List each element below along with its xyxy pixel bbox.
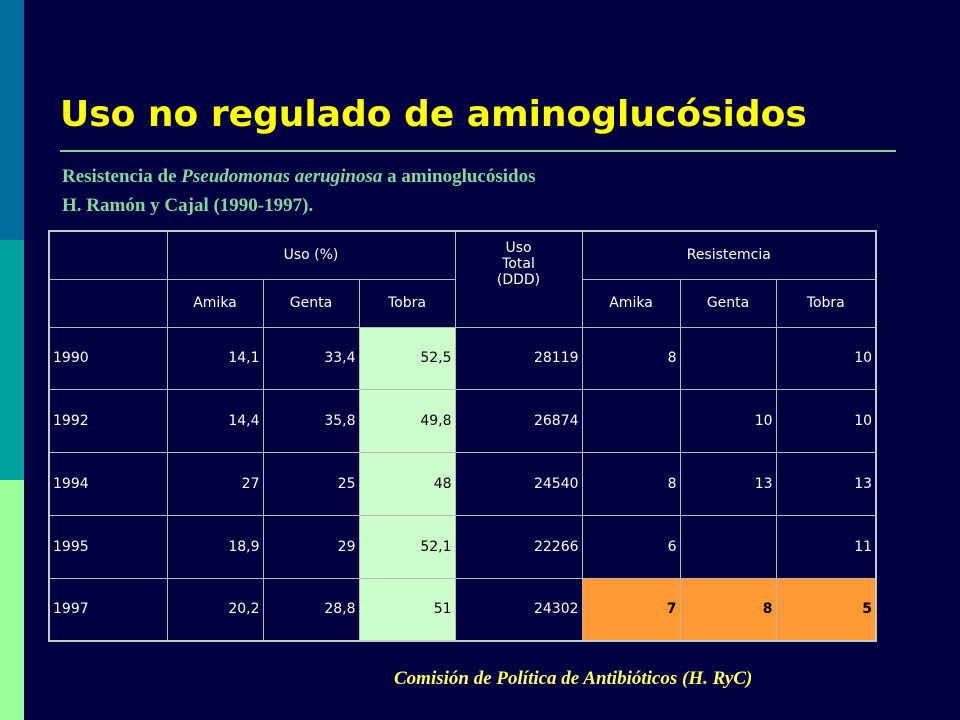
cell-uso-genta: 33,4 bbox=[262, 326, 360, 391]
cell-uso-genta: 29 bbox=[262, 514, 360, 579]
header-row-drugs: Amika Genta Tobra Amika Genta Tobra bbox=[48, 278, 877, 328]
cell-res-tobra: 13 bbox=[775, 452, 877, 516]
header-res-tobra: Tobra bbox=[775, 278, 877, 328]
header-uso-total-line-1: Uso bbox=[505, 240, 532, 256]
cell-res-amika bbox=[581, 389, 681, 454]
header-empty-cell bbox=[48, 278, 168, 328]
slide-title: Uso no regulado de aminoglucósidos bbox=[60, 94, 807, 135]
cell-uso-tobra: 49,8 bbox=[358, 389, 456, 454]
cell-total-ddd: 24540 bbox=[454, 452, 583, 516]
table-row: 1994 27 25 48 24540 8 13 13 bbox=[48, 452, 877, 516]
cell-uso-tobra: 51 bbox=[358, 577, 456, 642]
header-uso-genta: Genta bbox=[262, 278, 360, 328]
cell-res-amika: 7 bbox=[581, 577, 681, 642]
cell-uso-amika: 18,9 bbox=[166, 514, 264, 579]
header-res-genta: Genta bbox=[679, 278, 777, 328]
cell-uso-amika: 14,1 bbox=[166, 326, 264, 391]
cell-uso-tobra: 52,1 bbox=[358, 514, 456, 579]
accent-strip-bottom bbox=[0, 480, 24, 720]
header-uso-amika: Amika bbox=[166, 278, 264, 328]
header-uso-total-line-3: (DDD) bbox=[496, 272, 541, 288]
cell-res-amika: 8 bbox=[581, 452, 681, 516]
header-resistencia-group: Resistemcia bbox=[581, 230, 877, 280]
resistance-table: Uso (%) Uso Total (DDD) Resistemcia Amik… bbox=[48, 230, 878, 642]
subtitle-organism: Pseudomonas aeruginosa bbox=[181, 166, 383, 187]
accent-strip-top bbox=[0, 0, 24, 240]
cell-res-genta: 8 bbox=[679, 577, 777, 642]
accent-strip-middle bbox=[0, 240, 24, 480]
cell-year: 1990 bbox=[48, 326, 168, 391]
subtitle-suffix: a aminoglucósidos bbox=[382, 166, 536, 187]
title-divider bbox=[60, 150, 896, 152]
table-row: 1990 14,1 33,4 52,5 28119 8 10 bbox=[48, 326, 877, 391]
cell-res-genta bbox=[679, 514, 777, 579]
header-res-amika: Amika bbox=[581, 278, 681, 328]
cell-uso-amika: 27 bbox=[166, 452, 264, 516]
header-row-groups: Uso (%) Uso Total (DDD) Resistemcia bbox=[48, 230, 877, 328]
subtitle-line-1: Resistencia de Pseudomonas aeruginosa a … bbox=[62, 162, 535, 191]
header-empty-cell bbox=[48, 230, 168, 280]
subtitle-prefix: Resistencia de bbox=[62, 166, 182, 187]
cell-year: 1995 bbox=[48, 514, 168, 579]
slide-subtitle: Resistencia de Pseudomonas aeruginosa a … bbox=[62, 162, 535, 220]
cell-uso-tobra: 48 bbox=[358, 452, 456, 516]
table-row: 1995 18,9 29 52,1 22266 6 11 bbox=[48, 514, 877, 579]
cell-res-genta: 13 bbox=[679, 452, 777, 516]
cell-uso-genta: 35,8 bbox=[262, 389, 360, 454]
cell-res-tobra: 5 bbox=[775, 577, 877, 642]
cell-uso-amika: 20,2 bbox=[166, 577, 264, 642]
cell-res-tobra: 10 bbox=[775, 389, 877, 454]
cell-uso-genta: 28,8 bbox=[262, 577, 360, 642]
cell-year: 1992 bbox=[48, 389, 168, 454]
cell-uso-tobra: 52,5 bbox=[358, 326, 456, 391]
source-footer: Comisión de Política de Antibióticos (H.… bbox=[394, 668, 753, 689]
header-uso-tobra: Tobra bbox=[358, 278, 456, 328]
header-uso-total: Uso Total (DDD) bbox=[454, 230, 583, 328]
cell-total-ddd: 26874 bbox=[454, 389, 583, 454]
cell-total-ddd: 24302 bbox=[454, 577, 583, 642]
cell-res-genta: 10 bbox=[679, 389, 777, 454]
cell-res-tobra: 10 bbox=[775, 326, 877, 391]
table-row: 1997 20,2 28,8 51 24302 7 8 5 bbox=[48, 577, 877, 642]
cell-res-genta bbox=[679, 326, 777, 391]
cell-year: 1997 bbox=[48, 577, 168, 642]
cell-uso-genta: 25 bbox=[262, 452, 360, 516]
cell-res-amika: 6 bbox=[581, 514, 681, 579]
header-uso-group: Uso (%) bbox=[166, 230, 456, 280]
cell-res-tobra: 11 bbox=[775, 514, 877, 579]
subtitle-line-2: H. Ramón y Cajal (1990-1997). bbox=[62, 195, 314, 216]
cell-total-ddd: 22266 bbox=[454, 514, 583, 579]
header-uso-total-line-2: Total bbox=[502, 256, 535, 272]
cell-uso-amika: 14,4 bbox=[166, 389, 264, 454]
table-row: 1992 14,4 35,8 49,8 26874 10 10 bbox=[48, 389, 877, 454]
cell-total-ddd: 28119 bbox=[454, 326, 583, 391]
cell-res-amika: 8 bbox=[581, 326, 681, 391]
cell-year: 1994 bbox=[48, 452, 168, 516]
